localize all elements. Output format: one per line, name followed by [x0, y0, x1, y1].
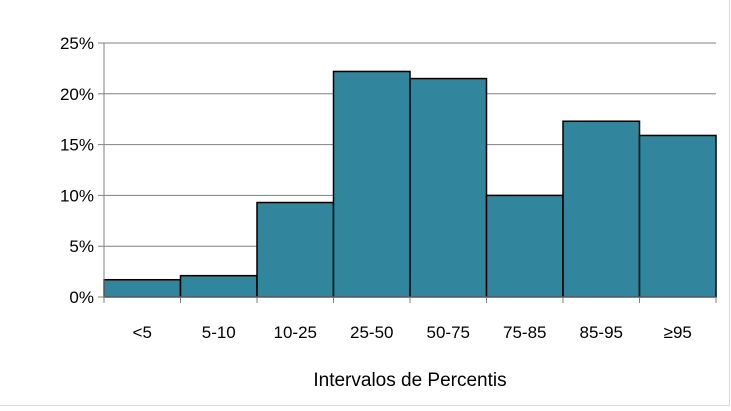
x-tick-label: 85-95 — [580, 323, 623, 342]
y-tick-label: 15% — [60, 136, 94, 155]
x-tick-label: 75-85 — [503, 323, 546, 342]
x-tick-label: <5 — [133, 323, 152, 342]
x-tick-labels: <5 5-10 10-25 25-50 50-75 75-85 85-95 ≥95 — [133, 323, 692, 342]
x-tick-label: 25-50 — [350, 323, 393, 342]
bar-0 — [103, 278, 182, 298]
bar-3 — [332, 70, 411, 298]
x-tick-label: 50-75 — [427, 323, 470, 342]
axes — [98, 42, 717, 303]
x-axis-title: Intervalos de Percentis — [313, 370, 506, 391]
bars — [103, 70, 717, 298]
y-tick-label: 25% — [60, 34, 94, 53]
y-tick-label: 10% — [60, 186, 94, 205]
y-tick-label: 20% — [60, 85, 94, 104]
x-tick-label: 10-25 — [274, 323, 317, 342]
bar-1 — [179, 274, 258, 298]
x-tick-label: ≥95 — [664, 323, 692, 342]
x-tick-label: 5-10 — [202, 323, 236, 342]
y-tick-labels: 0% 5% 10% 15% 20% 25% — [60, 34, 94, 307]
bar-2 — [256, 201, 335, 298]
y-tick-label: 0% — [69, 288, 94, 307]
bar-4 — [409, 77, 488, 298]
bar-6 — [562, 120, 641, 298]
bar-5 — [485, 194, 564, 298]
y-tick-label: 5% — [69, 237, 94, 256]
bar-7 — [638, 134, 717, 298]
